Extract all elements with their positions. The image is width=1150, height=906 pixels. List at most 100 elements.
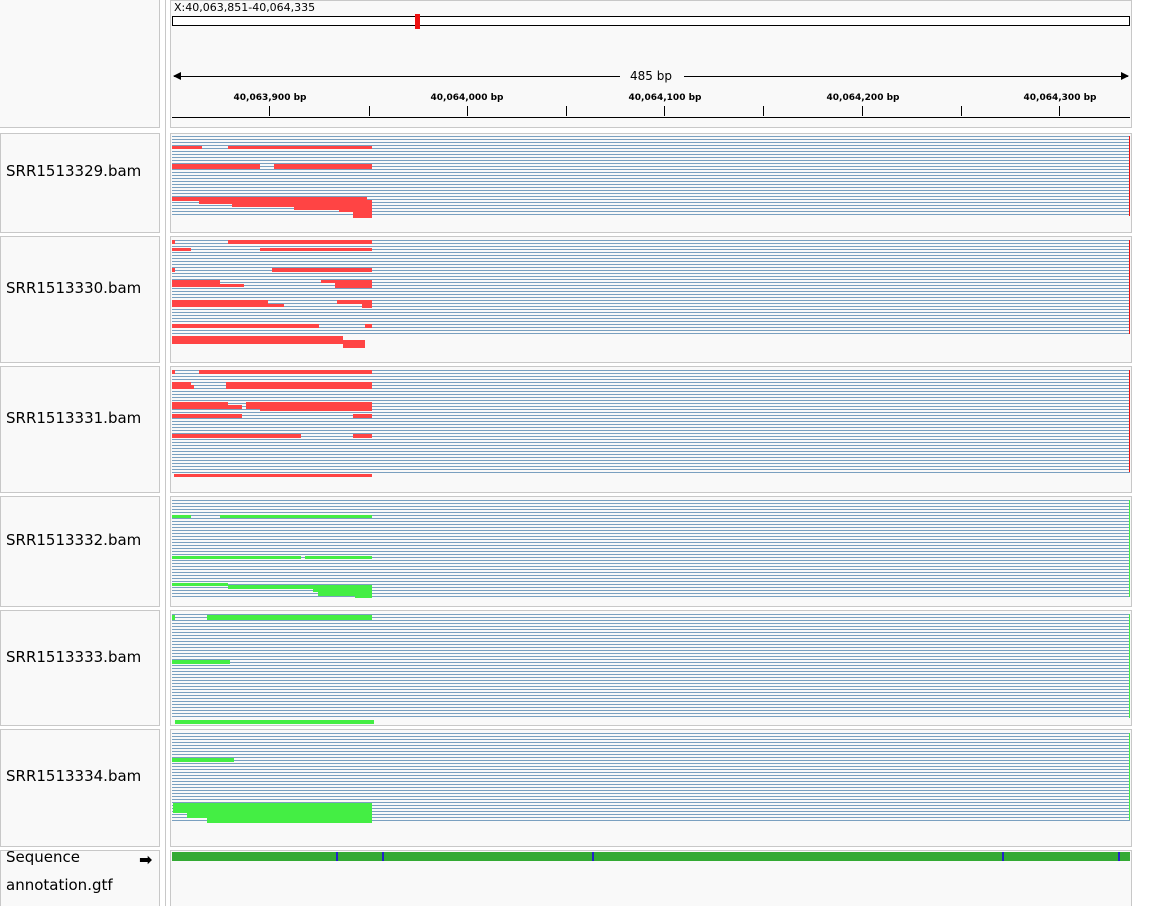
read-line xyxy=(172,530,1130,531)
base-cell xyxy=(960,852,962,861)
track-name-box-4[interactable]: SRR1513332.bam xyxy=(0,496,160,607)
base-cell xyxy=(260,852,262,861)
base-cell xyxy=(776,852,778,861)
base-cell xyxy=(354,852,356,861)
soft-clip-block xyxy=(260,408,372,411)
base-cell xyxy=(392,852,394,861)
base-cell xyxy=(442,852,444,861)
base-cell xyxy=(590,852,592,861)
base-cell xyxy=(824,852,826,861)
base-cell xyxy=(404,852,406,861)
base-cell xyxy=(570,852,572,861)
base-cell xyxy=(902,852,904,861)
mismatch-column xyxy=(1129,136,1130,216)
base-cell xyxy=(584,852,586,861)
base-cell xyxy=(856,852,858,861)
base-cell xyxy=(298,852,300,861)
base-cell xyxy=(688,852,690,861)
base-cell xyxy=(470,852,472,861)
base-cell xyxy=(932,852,934,861)
base-cell xyxy=(920,852,922,861)
base-cell xyxy=(760,852,762,861)
read-line xyxy=(172,515,1130,516)
base-cell xyxy=(1064,852,1066,861)
base-cell xyxy=(398,852,400,861)
mismatch-column xyxy=(1129,240,1130,334)
panel-divider[interactable] xyxy=(165,0,166,906)
base-cell xyxy=(976,852,978,861)
base-cell xyxy=(880,852,882,861)
tick-label-5: 40,064,300 bp xyxy=(1023,93,1097,103)
base-cell xyxy=(524,852,526,861)
soft-clip-block xyxy=(172,660,230,664)
base-cell xyxy=(662,852,664,861)
base-cell xyxy=(602,852,604,861)
read-line xyxy=(172,683,1130,684)
base-cell xyxy=(636,852,638,861)
track-name-box-1[interactable]: SRR1513329.bam xyxy=(0,133,160,233)
read-line xyxy=(172,772,1130,773)
feature-name-box[interactable]: Sequence ➡ annotation.gtf xyxy=(0,848,160,906)
base-cell xyxy=(616,852,618,861)
base-cell xyxy=(558,852,560,861)
read-line xyxy=(172,560,1130,561)
base-cell xyxy=(896,852,898,861)
base-cell xyxy=(196,852,198,861)
read-line xyxy=(172,659,1130,660)
base-cell xyxy=(262,852,264,861)
base-cell xyxy=(230,852,232,861)
base-cell xyxy=(390,852,392,861)
read-line xyxy=(172,769,1130,770)
read-line xyxy=(172,665,1130,666)
base-cell xyxy=(338,852,340,861)
track-name-box-6[interactable]: SRR1513334.bam xyxy=(0,729,160,847)
base-cell xyxy=(958,852,960,861)
base-cell xyxy=(1028,852,1030,861)
base-cell xyxy=(604,852,606,861)
read-line xyxy=(172,766,1130,767)
read-line xyxy=(172,451,1130,452)
read-line xyxy=(172,503,1130,504)
read-line xyxy=(172,757,1130,758)
read-line xyxy=(172,175,1130,176)
base-cell xyxy=(294,852,296,861)
base-cell xyxy=(644,852,646,861)
base-cell xyxy=(318,852,320,861)
read-line xyxy=(172,509,1130,510)
track-name-box-3[interactable]: SRR1513331.bam xyxy=(0,366,160,493)
track-name-box-5[interactable]: SRR1513333.bam xyxy=(0,610,160,726)
track-panel-1[interactable] xyxy=(170,133,1132,233)
base-cell xyxy=(732,852,734,861)
track-name-box-2[interactable]: SRR1513330.bam xyxy=(0,236,160,363)
base-cell xyxy=(308,852,310,861)
read-line xyxy=(172,739,1130,740)
base-cell xyxy=(334,852,336,861)
base-cell xyxy=(444,852,446,861)
base-cell xyxy=(504,852,506,861)
soft-clip-block xyxy=(173,803,372,813)
read-line xyxy=(172,554,1130,555)
read-line xyxy=(172,169,1130,170)
base-cell xyxy=(234,852,236,861)
base-cell xyxy=(182,852,184,861)
right-arrow-icon[interactable]: ➡ xyxy=(139,850,153,869)
base-cell xyxy=(212,852,214,861)
base-cell xyxy=(184,852,186,861)
read-line xyxy=(172,698,1130,699)
soft-clip-block xyxy=(172,370,175,374)
read-line xyxy=(172,635,1130,636)
read-line xyxy=(172,430,1130,431)
base-cell xyxy=(536,852,538,861)
base-cell xyxy=(1038,852,1040,861)
base-cell xyxy=(710,852,712,861)
base-cell xyxy=(572,852,574,861)
base-cell xyxy=(400,852,402,861)
base-cell xyxy=(520,852,522,861)
soft-clip-block xyxy=(172,197,367,201)
tick-minor-3 xyxy=(763,106,764,116)
chromosome-ideogram[interactable] xyxy=(172,16,1130,26)
base-cell xyxy=(638,852,640,861)
base-cell xyxy=(496,852,498,861)
read-line xyxy=(172,145,1130,146)
